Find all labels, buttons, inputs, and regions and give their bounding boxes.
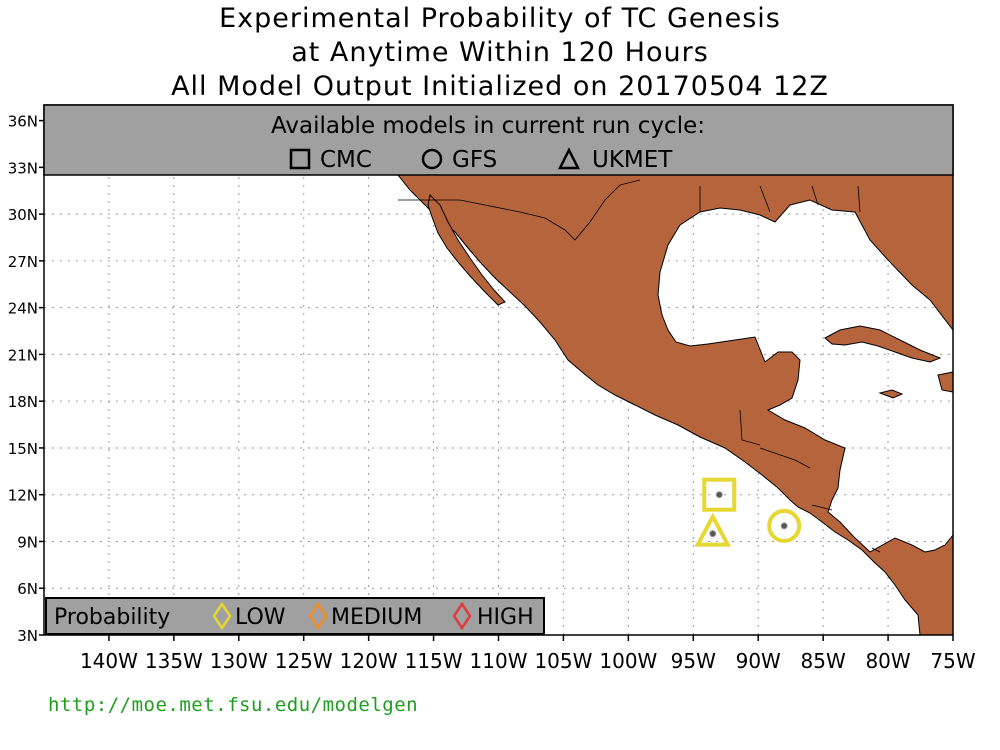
lon-tick-label: 140W [80, 649, 138, 673]
lat-tick-label: 18N [8, 393, 38, 411]
lon-tick-label: 125W [275, 649, 333, 673]
land-jamaica [878, 389, 904, 399]
lat-tick-label: 36N [8, 113, 38, 131]
high-diamond-icon [452, 601, 472, 631]
model-label-ukmet: UKMET [592, 147, 673, 173]
genesis-center-dot [780, 522, 788, 530]
probability-level-medium: MEDIUM [331, 605, 422, 630]
land-north-america [396, 174, 954, 636]
gridlines [44, 105, 954, 636]
low-diamond-icon [212, 601, 232, 631]
genesis-center-dot [715, 491, 723, 499]
title-block: Experimental Probability of TC Genesis a… [0, 2, 1000, 104]
lon-tick-label: 135W [145, 649, 203, 673]
lat-tick-label: 9N [17, 533, 38, 551]
genesis-markers [694, 477, 802, 547]
lon-tick-label: 90W [736, 649, 781, 673]
title-line-3: All Model Output Initialized on 20170504… [171, 71, 829, 102]
lat-tick-label: 33N [8, 159, 38, 177]
lat-tick-label: 21N [8, 346, 38, 364]
lat-tick-label: 12N [8, 487, 38, 505]
lon-tick-label: 80W [865, 649, 910, 673]
latitude-axis-labels: 36N 33N 30N 27N 24N 21N 18N 15N 12N 9N 6N 3N [8, 113, 44, 645]
probability-legend: Probability LOW MEDIUM HIGH [45, 597, 545, 635]
genesis-center-dot [709, 530, 717, 538]
ukmet-triangle-icon [557, 147, 581, 170]
lat-tick-label: 3N [17, 627, 38, 645]
lon-tick-label: 130W [210, 649, 268, 673]
source-url-link[interactable]: http://moe.met.fsu.edu/modelgen [48, 694, 419, 716]
lat-tick-label: 6N [17, 580, 38, 598]
models-panel-heading: Available models in current run cycle: [271, 113, 705, 139]
probability-level-low: LOW [235, 605, 286, 630]
genesis-marker-cmc [702, 477, 737, 512]
models-panel-background [43, 104, 954, 176]
land-masses [396, 174, 954, 636]
probability-level-high: HIGH [477, 605, 534, 630]
lon-tick-label: 75W [930, 649, 975, 673]
land-cuba [824, 325, 942, 363]
model-label-gfs: GFS [452, 147, 497, 173]
genesis-marker-gfs [767, 508, 802, 543]
lon-tick-label: 85W [801, 649, 846, 673]
lon-tick-label: 115W [405, 649, 463, 673]
lon-tick-label: 105W [534, 649, 592, 673]
land-baja-california [427, 193, 506, 306]
longitude-axis-labels: 140W 135W 130W 125W 120W 115W 110W 105W 100W 95W 9… [80, 635, 976, 673]
map-area [43, 104, 954, 636]
lat-tick-label: 30N [8, 206, 38, 224]
lat-tick-label: 27N [8, 253, 38, 271]
lon-tick-label: 110W [470, 649, 528, 673]
cmc-square-icon [289, 148, 311, 170]
title-line-2: at Anytime Within 120 Hours [291, 37, 709, 68]
probability-legend-label: Probability [54, 605, 170, 630]
lat-tick-label: 24N [8, 300, 38, 318]
medium-diamond-icon [308, 601, 328, 631]
model-label-cmc: CMC [320, 147, 372, 173]
lon-tick-label: 100W [599, 649, 657, 673]
models-panel: Available models in current run cycle: C… [43, 104, 954, 176]
lon-tick-label: 120W [340, 649, 398, 673]
political-borders [398, 179, 881, 553]
lat-tick-label: 15N [8, 440, 38, 458]
genesis-marker-ukmet [694, 512, 732, 547]
title-line-1: Experimental Probability of TC Genesis [219, 3, 781, 34]
gfs-circle-icon [421, 148, 443, 170]
lon-tick-label: 95W [671, 649, 716, 673]
